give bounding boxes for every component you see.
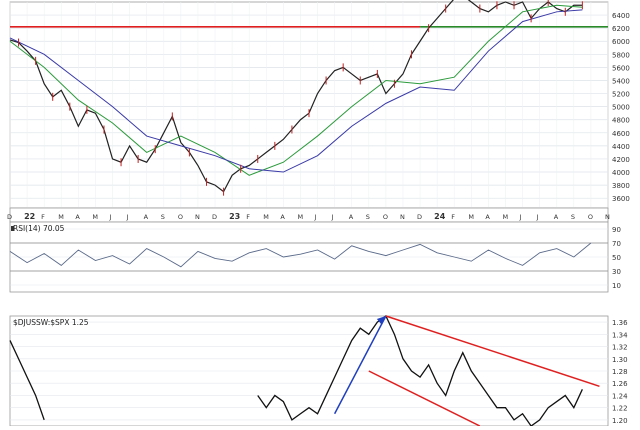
ratio-legend: $DJUSSW:$SPX 1.25 bbox=[13, 318, 89, 327]
x-tick-label: S bbox=[571, 213, 575, 221]
rsi-tick-label: 10 bbox=[612, 282, 621, 290]
x-axis: D 22 F M A M J J A S O N D 23 F M A M J J A S O N D 24 F M A M J J A S O N bbox=[7, 207, 610, 223]
x-tick-label: J bbox=[519, 213, 522, 221]
x-tick-label: J bbox=[109, 213, 112, 221]
x-tick-label: A bbox=[349, 213, 354, 221]
x-tick-label: O bbox=[383, 213, 388, 221]
x-tick-label: 23 bbox=[229, 212, 240, 221]
x-tick-label: O bbox=[588, 213, 593, 221]
price-tick-label: 4000 bbox=[612, 169, 630, 177]
x-tick-label: A bbox=[554, 213, 559, 221]
x-tick-label: F bbox=[451, 213, 455, 221]
ratio-tick-label: 1.34 bbox=[612, 331, 628, 339]
x-tick-label: S bbox=[366, 213, 370, 221]
rsi-panel: 10 30 50 70 90 RSI(14) 70.05 bbox=[9, 221, 621, 293]
ratio-tick-label: 1.32 bbox=[612, 344, 628, 352]
x-tick-label: D bbox=[7, 213, 12, 221]
price-tick-label: 6400 bbox=[612, 12, 630, 20]
price-series-2 bbox=[9, 9, 583, 173]
price-plot-area bbox=[9, 1, 609, 209]
price-tick-label: 4600 bbox=[612, 130, 630, 138]
x-tick-label: J bbox=[331, 213, 334, 221]
price-tick-label: 4400 bbox=[612, 143, 630, 151]
channel-lower bbox=[368, 370, 481, 427]
trend-arrow bbox=[333, 315, 387, 415]
price-tick-label: 6200 bbox=[612, 25, 630, 33]
ratio-tick-label: 1.36 bbox=[612, 319, 628, 327]
price-tick-label: 5000 bbox=[612, 104, 630, 112]
x-tick-label: S bbox=[161, 213, 165, 221]
x-tick-label: J bbox=[536, 213, 539, 221]
x-tick-label: M bbox=[297, 213, 303, 221]
price-tick-label: 5200 bbox=[612, 91, 630, 99]
x-tick-label: M bbox=[92, 213, 98, 221]
x-tick-label: A bbox=[144, 213, 149, 221]
rsi-tick-label: 70 bbox=[612, 240, 621, 248]
ratio-panel: 1.20 1.22 1.24 1.26 1.28 1.30 1.32 1.34 1.36 $DJU… bbox=[9, 315, 628, 427]
ratio-tick-label: 1.22 bbox=[612, 405, 628, 413]
x-tick-label: F bbox=[246, 213, 250, 221]
x-axis-band bbox=[9, 207, 609, 223]
x-tick-label: M bbox=[58, 213, 64, 221]
x-tick-label: N bbox=[605, 213, 610, 221]
rsi-series bbox=[9, 242, 592, 268]
x-tick-label: M bbox=[502, 213, 508, 221]
rsi-legend-swatch bbox=[11, 226, 14, 231]
price-series-0 bbox=[9, 0, 583, 193]
ratio-tick-label: 1.26 bbox=[612, 380, 628, 388]
x-tick-label: F bbox=[41, 213, 45, 221]
x-tick-label: N bbox=[195, 213, 200, 221]
rsi-legend: RSI(14) 70.05 bbox=[13, 224, 65, 233]
price-tick-label: 5400 bbox=[612, 77, 630, 85]
price-tick-label: 4800 bbox=[612, 117, 630, 125]
x-tick-label: M bbox=[468, 213, 474, 221]
rsi-tick-label: 50 bbox=[612, 254, 621, 262]
x-tick-label: D bbox=[212, 213, 217, 221]
price-tick-label: 5800 bbox=[612, 51, 630, 59]
price-panel: 3600 3800 4000 4200 4400 4600 4800 5000 5200 5400… bbox=[9, 0, 630, 209]
price-tick-label: 5600 bbox=[612, 64, 630, 72]
x-tick-label: D bbox=[417, 213, 422, 221]
x-tick-label: A bbox=[280, 213, 285, 221]
x-tick-label: N bbox=[400, 213, 405, 221]
ratio-tick-label: 1.28 bbox=[612, 368, 628, 376]
price-series-1 bbox=[9, 4, 583, 176]
x-tick-label: A bbox=[75, 213, 80, 221]
trend-arrow-head bbox=[376, 316, 386, 325]
ratio-tick-label: 1.20 bbox=[612, 417, 628, 425]
x-tick-label: A bbox=[485, 213, 490, 221]
x-tick-label: 22 bbox=[24, 212, 35, 221]
rsi-tick-label: 90 bbox=[612, 226, 621, 234]
rsi-tick-label: 30 bbox=[612, 268, 621, 276]
x-tick-label: J bbox=[126, 213, 129, 221]
price-tick-label: 3800 bbox=[612, 182, 630, 190]
ratio-tick-label: 1.30 bbox=[612, 356, 628, 364]
ratio-series-segment bbox=[9, 340, 45, 421]
x-tick-label: 24 bbox=[434, 212, 446, 221]
price-tick-label: 3600 bbox=[612, 195, 630, 203]
x-tick-label: J bbox=[314, 213, 317, 221]
price-tick-label: 6000 bbox=[612, 38, 630, 46]
x-tick-label: M bbox=[263, 213, 269, 221]
x-tick-label: O bbox=[178, 213, 183, 221]
channel-upper bbox=[385, 315, 600, 387]
ratio-series-segment bbox=[257, 315, 583, 427]
price-tick-label: 4200 bbox=[612, 156, 630, 164]
ratio-tick-label: 1.24 bbox=[612, 392, 628, 400]
